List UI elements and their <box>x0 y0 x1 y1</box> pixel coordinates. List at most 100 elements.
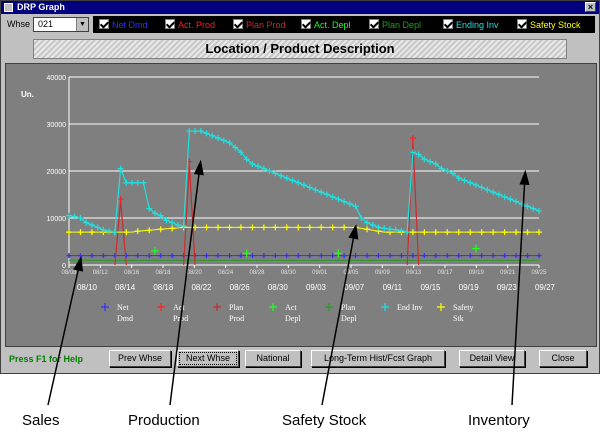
checkbox-checked-icon[interactable] <box>99 19 109 29</box>
checkbox-checked-icon[interactable] <box>443 19 453 29</box>
close-button[interactable]: Close <box>539 350 587 367</box>
safety-stk-point <box>421 229 428 236</box>
page-title: Location / Product Description <box>205 41 395 56</box>
toggle-plan-depl[interactable]: Plan Depl <box>369 19 421 31</box>
end-inv-point <box>129 179 136 186</box>
end-inv-point <box>358 215 365 221</box>
x-tick-label-upper: 09/05 <box>343 270 359 276</box>
title-bar: DRP Graph × <box>1 1 599 14</box>
long-term-graph-button[interactable]: Long-Term Hist/Fcst Graph <box>311 350 445 367</box>
legend-marker <box>101 303 109 311</box>
checkbox-checked-icon[interactable] <box>165 19 175 29</box>
legend-label: Dmd <box>117 314 133 323</box>
detail-view-button[interactable]: Detail View <box>459 350 525 367</box>
safety-stk-point <box>432 229 439 236</box>
checkbox-checked-icon[interactable] <box>517 19 527 29</box>
net-dmd-point <box>261 253 267 259</box>
end-inv-point <box>226 139 233 146</box>
end-inv-point <box>404 229 411 236</box>
toggle-label: Plan Prod <box>246 20 286 30</box>
safety-stk-point <box>134 228 141 235</box>
end-inv-point <box>203 130 210 137</box>
safety-stk-point <box>123 229 130 236</box>
end-inv-point <box>518 200 525 207</box>
safety-stk-point <box>146 227 153 234</box>
net-dmd-point <box>146 253 152 259</box>
end-inv-point <box>478 184 485 191</box>
end-inv-point <box>341 198 348 205</box>
status-bar: Press F1 for Help Prev Whse Next Whse Na… <box>1 347 599 371</box>
end-inv-point <box>66 212 72 219</box>
end-inv-point <box>444 168 451 174</box>
end-inv-point <box>472 182 479 189</box>
callout-safety-stock: Safety Stock <box>282 412 367 429</box>
toggle-safety-stock[interactable]: Safety Stock <box>517 19 581 31</box>
checkbox-checked-icon[interactable] <box>301 19 311 29</box>
safety-stk-point <box>249 224 256 231</box>
net-dmd-point <box>158 253 164 259</box>
whse-select[interactable]: 021 ▼ <box>33 17 89 32</box>
safety-stk-point <box>237 224 244 231</box>
safety-stk-point <box>364 226 371 233</box>
system-menu-icon[interactable] <box>4 3 13 12</box>
legend-label: Plan <box>229 303 243 312</box>
end-inv-point <box>530 205 537 212</box>
x-tick-label: 08/10 <box>77 283 98 292</box>
checkbox-checked-icon[interactable] <box>369 19 379 29</box>
end-inv-point <box>146 205 153 212</box>
x-tick-label-upper: 09/21 <box>500 270 516 276</box>
net-dmd-point <box>238 253 244 259</box>
x-tick-label-upper: 09/25 <box>531 270 547 276</box>
safety-stk-point <box>329 224 336 231</box>
legend-label: Net <box>117 303 129 312</box>
chart-panel <box>5 63 597 347</box>
net-dmd-point <box>536 253 542 259</box>
end-inv-point <box>111 229 118 236</box>
prev-whse-button[interactable]: Prev Whse <box>109 350 171 367</box>
safety-stk-point <box>318 224 325 231</box>
net-dmd-point <box>215 253 221 259</box>
toggle-plan-prod[interactable]: Plan Prod <box>233 19 286 31</box>
net-dmd-point <box>456 253 462 259</box>
next-whse-button[interactable]: Next Whse <box>177 350 239 367</box>
end-inv-point <box>381 225 388 232</box>
x-tick-label-upper: 08/18 <box>155 270 171 276</box>
y-axis-label: Un. <box>21 90 34 99</box>
end-inv-point <box>106 228 113 235</box>
end-inv-point <box>415 151 422 158</box>
close-window-button[interactable]: × <box>585 2 596 12</box>
safety-stk-point <box>306 224 313 231</box>
x-tick-label-upper: 08/30 <box>281 270 297 276</box>
toggle-act-depl[interactable]: Act. Depl <box>301 19 351 31</box>
end-inv-point <box>77 215 84 221</box>
end-inv-point <box>100 226 107 233</box>
net-dmd-point <box>467 253 473 259</box>
net-dmd-point <box>204 253 210 259</box>
end-inv-point <box>495 191 502 198</box>
act-prod-line <box>183 161 196 266</box>
end-inv-point <box>272 170 279 177</box>
legend-label: Safety <box>453 303 473 312</box>
x-tick-label: 08/22 <box>191 283 212 292</box>
x-tick-label: 09/11 <box>383 283 403 292</box>
toggle-act-prod[interactable]: Act. Prod <box>165 19 215 31</box>
toggle-net-dmd[interactable]: Net Dmd <box>99 19 148 31</box>
checkbox-checked-icon[interactable] <box>233 19 243 29</box>
national-button[interactable]: National <box>245 350 301 367</box>
net-dmd-point <box>444 253 450 259</box>
end-inv-point <box>186 128 193 135</box>
y-tick-label: 20000 <box>47 169 67 176</box>
safety-stk-point <box>490 229 497 236</box>
net-dmd-point <box>89 253 95 259</box>
x-tick-label-upper: 08/28 <box>249 270 265 276</box>
net-dmd-point <box>513 253 519 259</box>
safety-stk-point <box>341 224 348 231</box>
net-dmd-point <box>77 253 83 259</box>
x-tick-label-upper: 08/24 <box>218 270 234 276</box>
y-tick-label: 30000 <box>47 122 67 129</box>
x-tick-label: 09/23 <box>497 283 518 292</box>
toggle-ending-inv[interactable]: Ending Inv <box>443 19 499 31</box>
net-dmd-point <box>353 253 359 259</box>
chevron-down-icon[interactable]: ▼ <box>76 18 88 31</box>
end-inv-point <box>524 203 531 210</box>
